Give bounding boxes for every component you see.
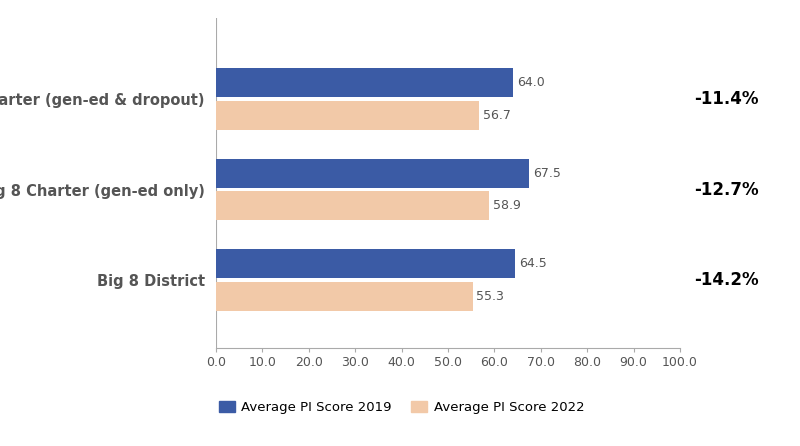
Bar xyxy=(216,191,490,220)
Bar xyxy=(216,282,473,311)
Text: -12.7%: -12.7% xyxy=(694,181,758,198)
Text: 64.5: 64.5 xyxy=(519,257,546,270)
Text: 64.0: 64.0 xyxy=(517,76,545,90)
Bar xyxy=(216,249,515,278)
Text: 67.5: 67.5 xyxy=(533,167,561,180)
Text: -14.2%: -14.2% xyxy=(694,271,758,289)
Text: -11.4%: -11.4% xyxy=(694,90,758,108)
Text: 55.3: 55.3 xyxy=(476,290,504,303)
Bar xyxy=(216,101,479,130)
Bar xyxy=(216,159,530,188)
Text: 56.7: 56.7 xyxy=(482,109,510,122)
Text: 58.9: 58.9 xyxy=(493,199,521,212)
Legend: Average PI Score 2019, Average PI Score 2022: Average PI Score 2019, Average PI Score … xyxy=(218,401,585,414)
Bar xyxy=(216,69,513,97)
